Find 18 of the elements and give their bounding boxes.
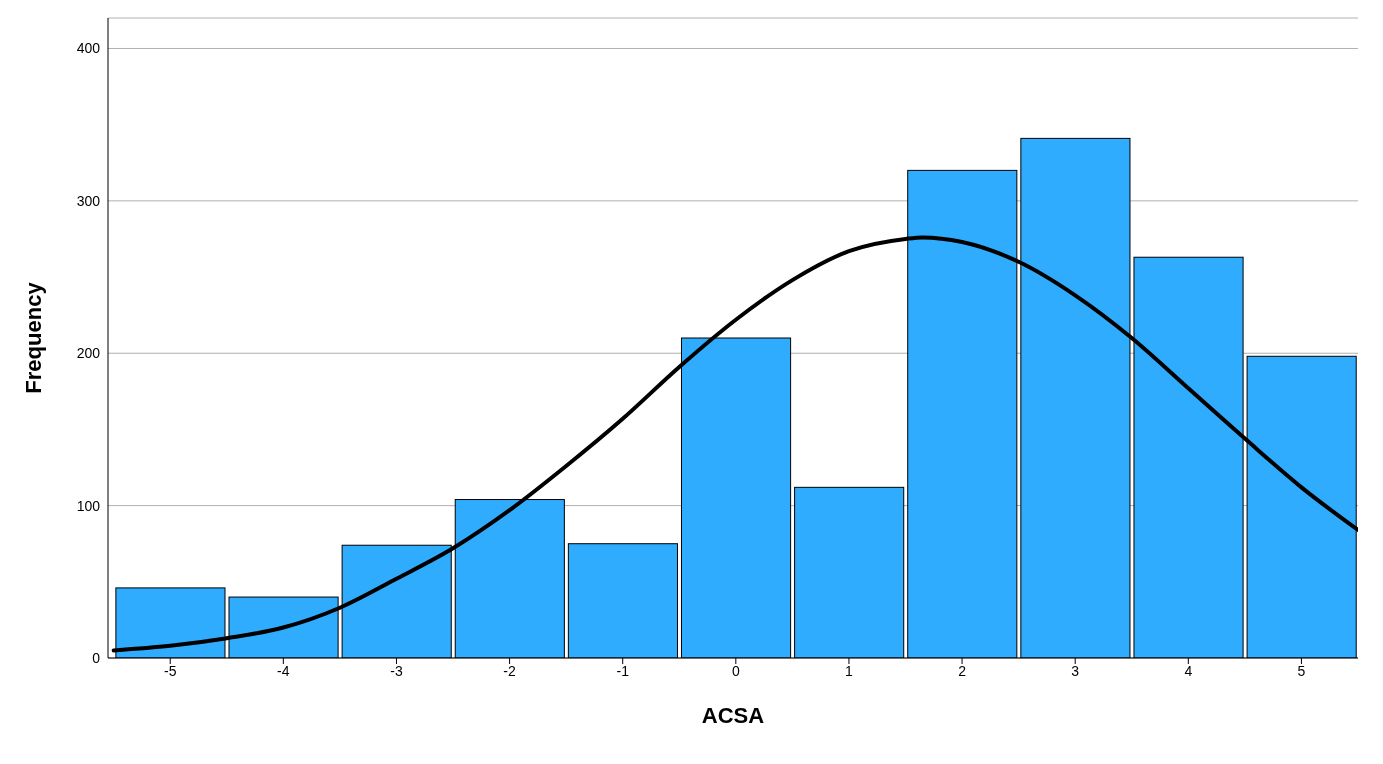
x-tick-label: -5: [163, 662, 177, 679]
x-tick-label: -2: [503, 662, 517, 679]
x-tick-label: 5: [1297, 662, 1306, 679]
x-tick-label: -1: [616, 662, 630, 679]
y-tick-label: 400: [76, 40, 101, 57]
x-tick-label: -3: [390, 662, 403, 679]
x-tick-label: 1: [845, 662, 854, 679]
y-tick-label: 0: [92, 649, 101, 666]
x-axis-title: ACSA: [701, 703, 765, 728]
y-tick-label: 300: [76, 192, 101, 209]
x-tick-label: 3: [1071, 662, 1080, 679]
y-axis-title: Frequency: [20, 281, 46, 394]
x-tick-label: 2: [958, 662, 967, 679]
x-tick-label: 4: [1184, 662, 1193, 679]
x-tick-label: 0: [731, 662, 740, 679]
x-tick-label: -4: [277, 662, 290, 679]
y-tick-label: 200: [76, 345, 101, 362]
y-tick-label: 100: [76, 497, 101, 514]
